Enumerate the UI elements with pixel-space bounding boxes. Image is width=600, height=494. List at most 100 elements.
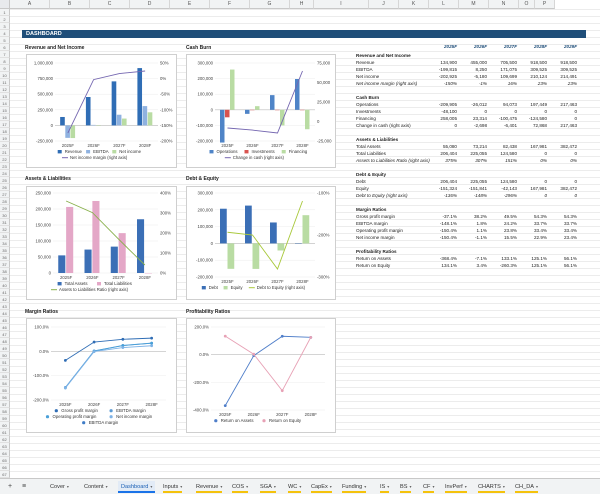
table-cell[interactable]: 217,463: [560, 102, 577, 107]
row-header[interactable]: 42: [0, 296, 10, 303]
table-cell[interactable]: 918,500: [530, 60, 547, 65]
row-header[interactable]: 50: [0, 352, 10, 359]
table-cell[interactable]: 23%: [567, 81, 577, 86]
row-header[interactable]: 33: [0, 233, 10, 240]
table-cell[interactable]: 23.4%: [563, 235, 577, 240]
table-cell[interactable]: 125.1%: [531, 256, 547, 261]
chevron-down-icon[interactable]: ▾: [432, 484, 435, 489]
row-header[interactable]: 26: [0, 184, 10, 191]
row-header[interactable]: 19: [0, 135, 10, 142]
row-header[interactable]: 32: [0, 226, 10, 233]
row-header[interactable]: 23: [0, 163, 10, 170]
table-cell[interactable]: -1.1%: [474, 235, 487, 240]
table-cell[interactable]: 0: [544, 193, 547, 198]
sheet-tab[interactable]: Funding ▾: [342, 481, 367, 493]
row-header[interactable]: 49: [0, 345, 10, 352]
row-header[interactable]: 61: [0, 429, 10, 436]
chevron-down-icon[interactable]: ▾: [150, 484, 153, 489]
table-cell[interactable]: 23.8%: [503, 228, 517, 233]
table-cell[interactable]: 133.1%: [501, 256, 517, 261]
row-header[interactable]: 22: [0, 156, 10, 163]
table-cell[interactable]: 56.1%: [563, 263, 577, 268]
table-cell[interactable]: -148%: [473, 193, 487, 198]
row-header[interactable]: 64: [0, 450, 10, 457]
row-header[interactable]: 51: [0, 359, 10, 366]
table-cell[interactable]: 214,491: [560, 74, 577, 79]
table-cell[interactable]: 151%: [505, 158, 517, 163]
chart-debt[interactable]: 300,000 200,000 100,000 0 -100,000 -200,000 -1…: [186, 186, 336, 300]
column-header-a[interactable]: A: [10, 0, 50, 9]
column-header-m[interactable]: M: [459, 0, 489, 9]
table-cell[interactable]: 206,404: [440, 179, 457, 184]
table-cell[interactable]: 382,472: [560, 186, 577, 191]
table-cell[interactable]: 109,699: [500, 74, 517, 79]
sheet-tab[interactable]: SGA ▾: [260, 481, 276, 493]
chevron-down-icon[interactable]: ▾: [535, 484, 538, 489]
table-cell[interactable]: 16%: [507, 81, 517, 86]
row-header[interactable]: 18: [0, 128, 10, 135]
table-cell[interactable]: 455,000: [470, 60, 487, 65]
row-header[interactable]: 12: [0, 86, 10, 93]
row-header[interactable]: 63: [0, 443, 10, 450]
table-cell[interactable]: -37.1%: [442, 214, 457, 219]
table-cell[interactable]: -1%: [478, 81, 487, 86]
table-cell[interactable]: -150.4%: [439, 228, 457, 233]
row-header[interactable]: 4: [0, 30, 10, 37]
table-cell[interactable]: 0: [574, 151, 577, 156]
chevron-down-icon[interactable]: ▾: [464, 484, 467, 489]
table-cell[interactable]: 0: [514, 109, 517, 114]
table-cell[interactable]: 0%: [570, 158, 577, 163]
sheet-tab[interactable]: CapEx ▾: [311, 481, 332, 493]
table-cell[interactable]: -6,401: [503, 123, 517, 128]
row-header[interactable]: 24: [0, 170, 10, 177]
row-header[interactable]: 59: [0, 415, 10, 422]
table-cell[interactable]: -148.1%: [439, 221, 457, 226]
chevron-down-icon[interactable]: ▾: [246, 484, 249, 489]
column-header-j[interactable]: J: [369, 0, 399, 9]
table-cell[interactable]: -48,100: [441, 109, 457, 114]
sheet-tab[interactable]: Revenue ▾: [196, 481, 223, 493]
row-header[interactable]: 37: [0, 261, 10, 268]
table-cell[interactable]: 82,438: [502, 144, 517, 149]
row-header[interactable]: 66: [0, 464, 10, 471]
all-sheets-menu-icon[interactable]: ≡: [22, 483, 27, 490]
row-header[interactable]: 67: [0, 471, 10, 478]
row-header[interactable]: 21: [0, 149, 10, 156]
row-header[interactable]: 5: [0, 37, 10, 44]
sheet-tab[interactable]: BS ▾: [400, 481, 412, 493]
sheet-tab[interactable]: COS ▾: [232, 481, 249, 493]
column-header-d[interactable]: D: [130, 0, 170, 9]
row-header[interactable]: 8: [0, 58, 10, 65]
sheet-tab[interactable]: CF ▾: [423, 481, 435, 493]
sheet-tab[interactable]: InvPerf ▾: [445, 481, 467, 493]
sheet-tab[interactable]: Cover ▾: [50, 481, 69, 493]
row-header[interactable]: 31: [0, 219, 10, 226]
row-header[interactable]: 16: [0, 114, 10, 121]
table-cell[interactable]: -136%: [443, 193, 457, 198]
table-cell[interactable]: 1.1%: [476, 228, 487, 233]
table-cell[interactable]: 206,404: [440, 151, 457, 156]
table-cell[interactable]: -296%: [503, 193, 517, 198]
column-header-g[interactable]: G: [250, 0, 290, 9]
sheet-tab[interactable]: WC ▾: [288, 481, 302, 493]
table-cell[interactable]: 705,500: [500, 60, 517, 65]
table-cell[interactable]: 167,981: [530, 186, 547, 191]
table-cell[interactable]: 94,073: [502, 102, 517, 107]
row-header[interactable]: 27: [0, 191, 10, 198]
row-header[interactable]: 28: [0, 198, 10, 205]
table-cell[interactable]: -260.3%: [499, 263, 517, 268]
table-cell[interactable]: -202,925: [438, 74, 457, 79]
row-header[interactable]: 54: [0, 380, 10, 387]
row-header[interactable]: 60: [0, 422, 10, 429]
column-header-n[interactable]: N: [489, 0, 519, 9]
chevron-down-icon[interactable]: ▾: [220, 484, 223, 489]
row-header[interactable]: 45: [0, 317, 10, 324]
row-header[interactable]: 3: [0, 23, 10, 30]
row-header[interactable]: 57: [0, 401, 10, 408]
table-cell[interactable]: 125.1%: [531, 263, 547, 268]
column-header-c[interactable]: C: [90, 0, 130, 9]
chevron-down-icon[interactable]: ▾: [387, 484, 390, 489]
table-cell[interactable]: 0: [574, 109, 577, 114]
column-header-k[interactable]: K: [399, 0, 429, 9]
